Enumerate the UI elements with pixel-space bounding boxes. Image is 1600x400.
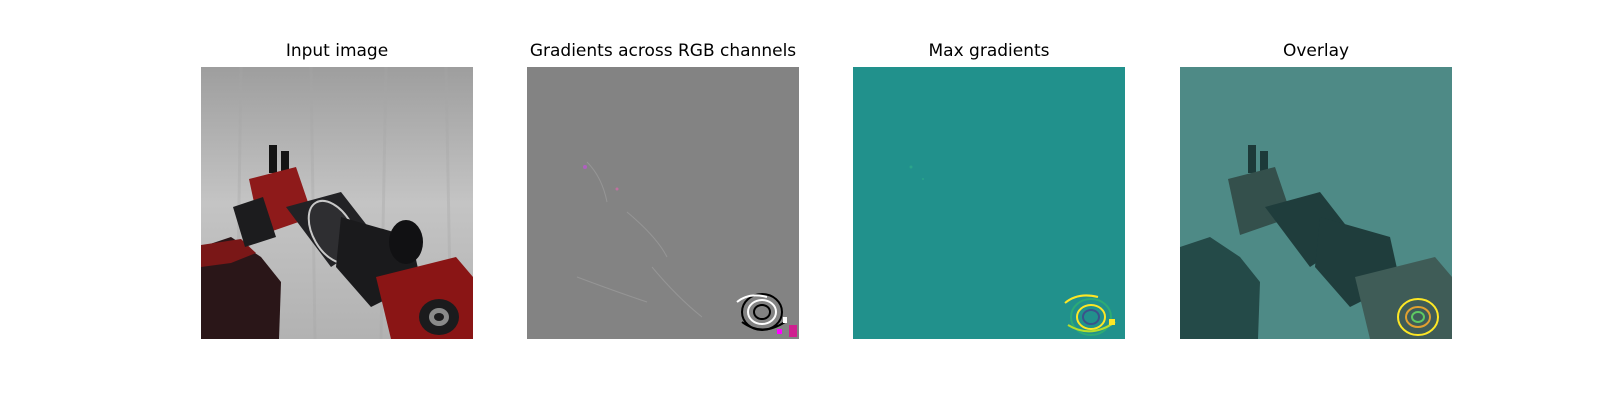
rgb-gradients-image: [527, 67, 799, 339]
input-image: [201, 67, 473, 339]
panel-overlay: Overlay: [1180, 0, 1452, 400]
panel-rgb-gradients: Gradients across RGB channels: [527, 0, 799, 400]
panel-title-rgb-gradients: Gradients across RGB channels: [529, 41, 797, 61]
panel-title-overlay: Overlay: [1282, 41, 1350, 61]
overlay-image: [1180, 67, 1452, 339]
panel-input-image: Input image: [201, 0, 473, 400]
panel-max-gradients: Max gradients: [853, 0, 1125, 400]
panel-title-max-gradients: Max gradients: [928, 41, 1050, 61]
max-gradients-image: [853, 67, 1125, 339]
panel-title-input-image: Input image: [285, 41, 389, 61]
